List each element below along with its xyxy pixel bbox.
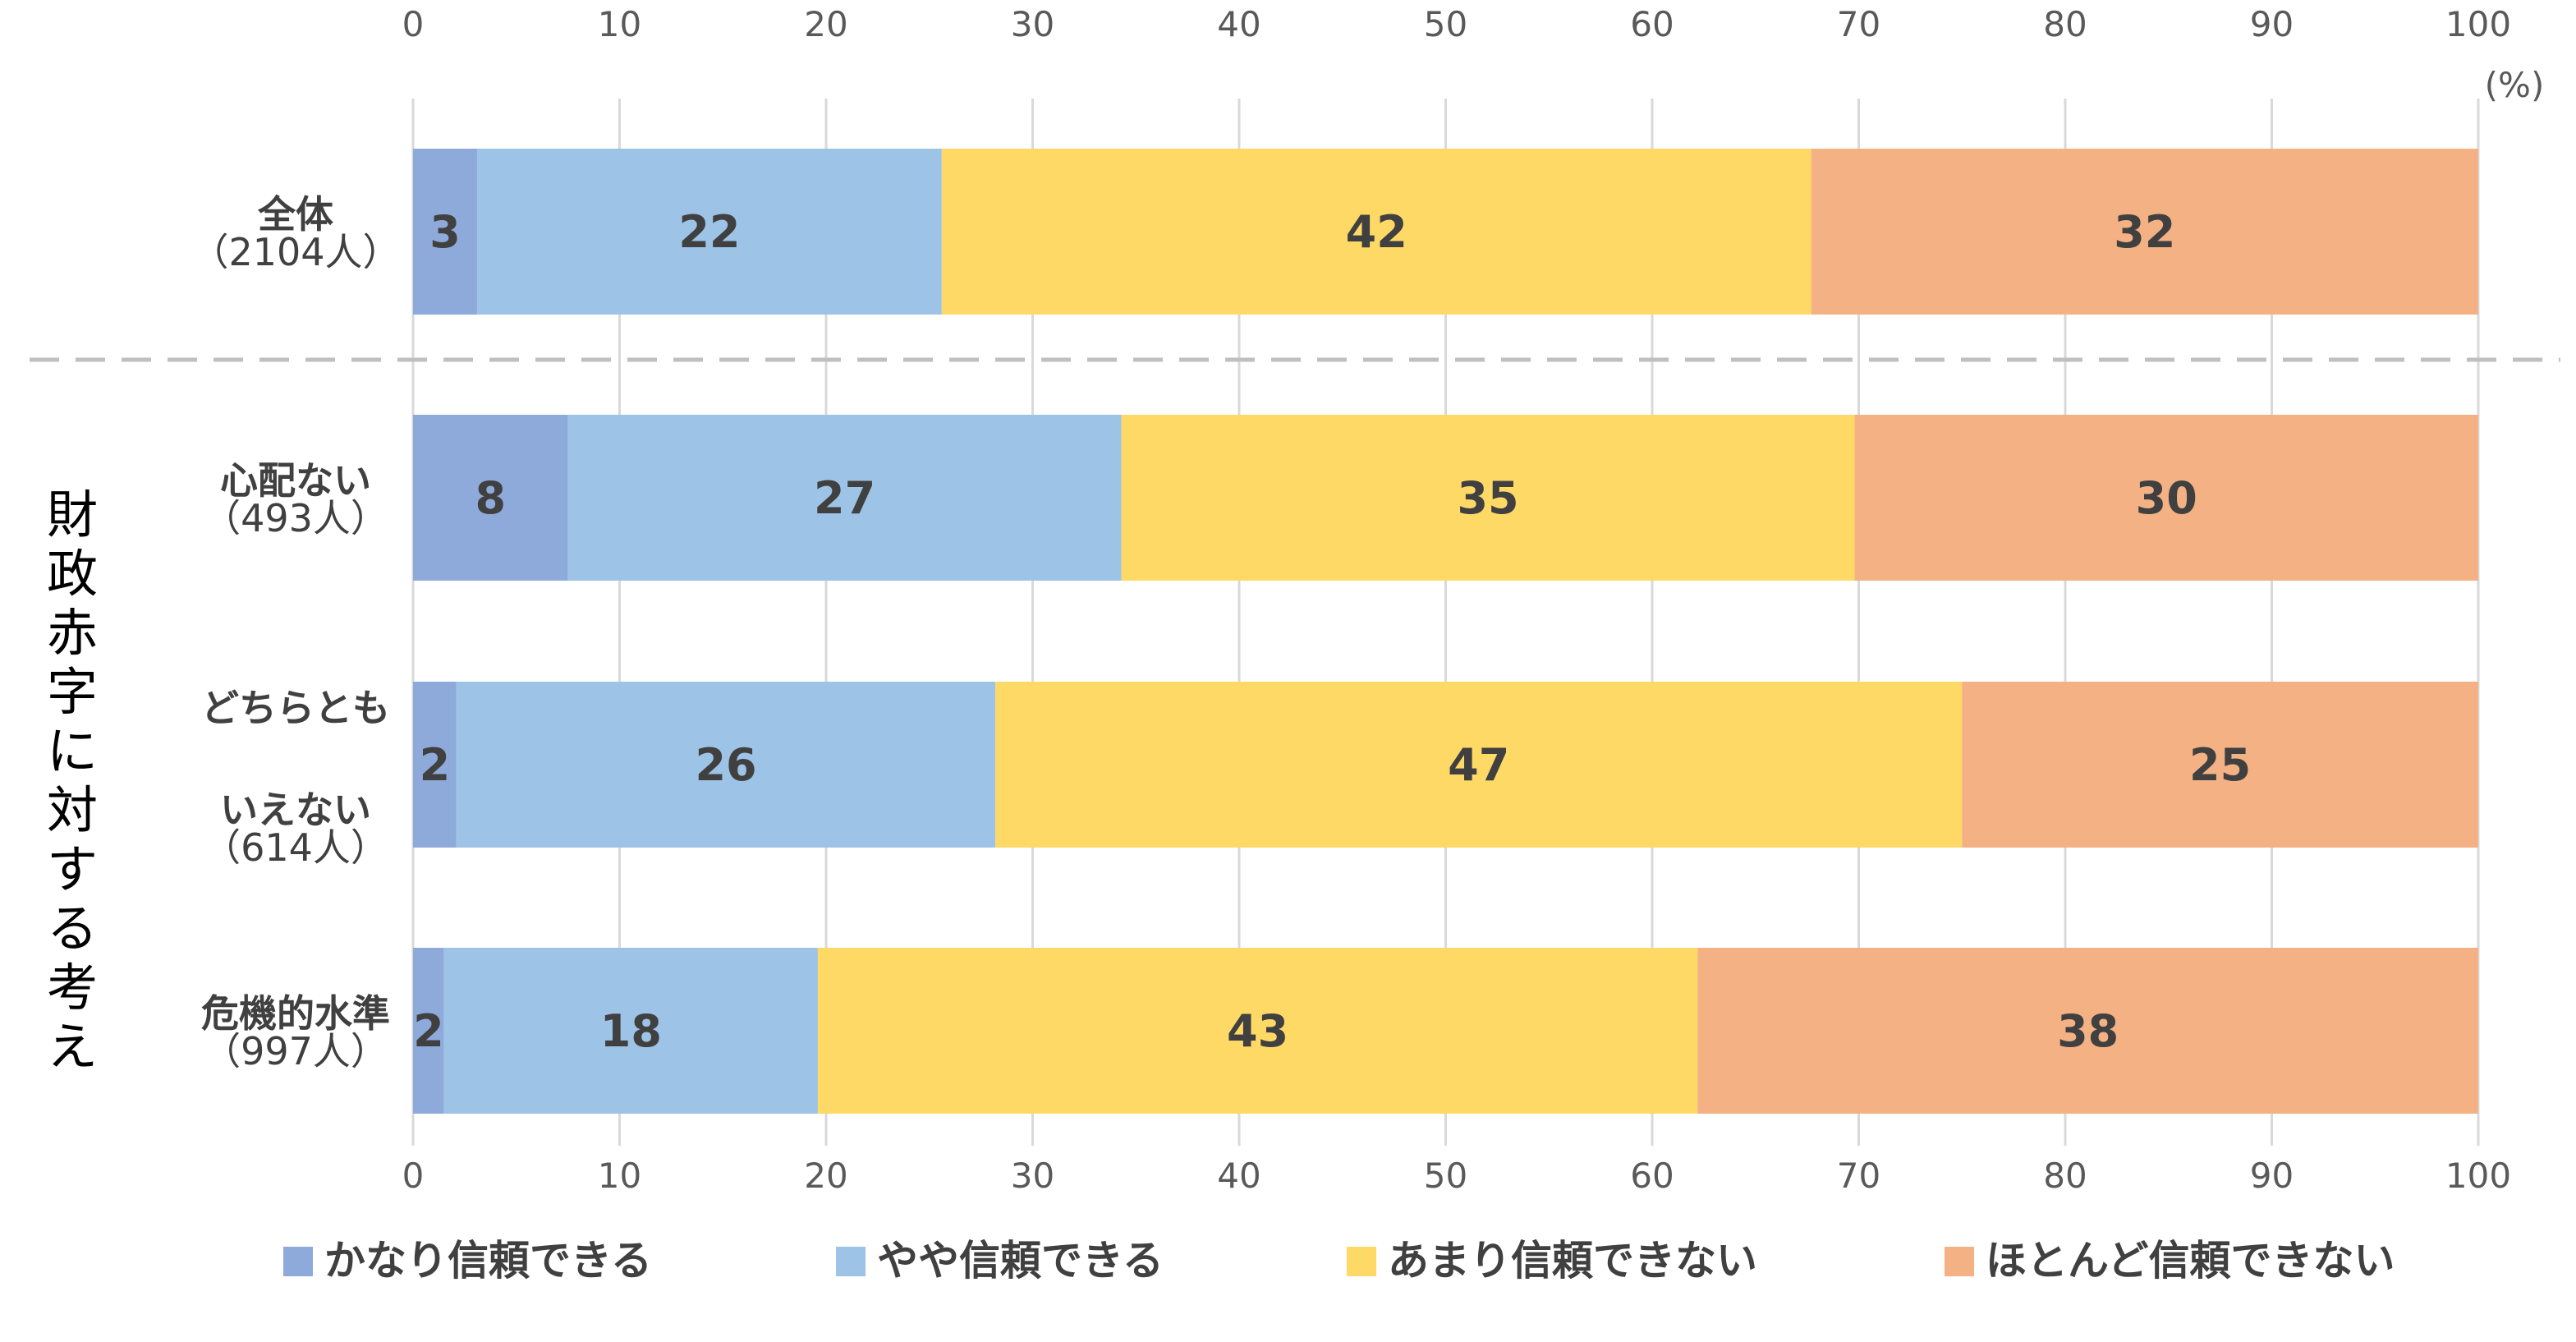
category-count: （2104人）	[191, 230, 400, 274]
legend: かなり信頼できる やや信頼できる あまり信頼できない ほとんど信頼できない	[283, 1237, 2395, 1285]
data-label: 2	[420, 739, 451, 791]
category-count: （614人）	[203, 825, 388, 870]
group-label-char: す	[47, 839, 98, 899]
legend-swatch	[1347, 1247, 1376, 1276]
data-label: 25	[2189, 739, 2251, 791]
bar-segment	[1962, 682, 2478, 848]
top-tick-label: 90	[2250, 4, 2294, 44]
bar-segment	[995, 682, 1963, 848]
legend-swatch	[1945, 1247, 1974, 1276]
top-tick-label: 20	[804, 4, 847, 44]
top-tick-label: 30	[1011, 4, 1054, 44]
bar-segment	[413, 149, 477, 315]
bar-segment	[567, 415, 1122, 581]
data-label: 2	[413, 1005, 444, 1057]
top-tick-label: 10	[598, 4, 641, 44]
group-label-char: え	[47, 1017, 98, 1077]
top-tick-label: 40	[1217, 4, 1260, 44]
bar-segment	[1121, 415, 1855, 581]
data-label: 18	[600, 1005, 662, 1057]
bottom-tick-label: 20	[804, 1156, 847, 1196]
bar-segment	[476, 149, 942, 315]
group-label-char: 赤	[47, 603, 98, 663]
data-label: 3	[429, 206, 461, 258]
legend-swatch	[836, 1247, 866, 1276]
bars: 3 22 42 32 8 27 35 30 2 26 47 25 2 18 43 38	[413, 149, 2478, 1114]
bar-segment	[817, 948, 1698, 1114]
bar-segment	[456, 682, 996, 848]
legend-swatch	[283, 1247, 313, 1276]
top-axis-ticks: 0 10 20 30 40 50 60 70 80 90 100	[402, 4, 2511, 44]
bar-segment	[413, 948, 444, 1114]
category-name: いえない	[220, 788, 371, 832]
bottom-tick-label: 40	[1217, 1156, 1260, 1196]
data-label: 35	[1457, 472, 1518, 524]
legend-label: ほとんど信頼できない	[1986, 1237, 2395, 1285]
category-name: 危機的水準	[201, 991, 390, 1036]
top-tick-label: 70	[1837, 4, 1880, 44]
bar-segment	[443, 948, 818, 1114]
bottom-axis-ticks: 0 10 20 30 40 50 60 70 80 90 100	[402, 1156, 2511, 1196]
bottom-tick-label: 10	[598, 1156, 641, 1196]
category-name: どちらとも	[201, 686, 390, 730]
bar-segment	[1811, 149, 2478, 315]
category-count: （997人）	[203, 1029, 388, 1073]
category-count: （493人）	[203, 496, 388, 540]
bottom-tick-label: 60	[1630, 1156, 1674, 1196]
category-name: 全体	[257, 192, 333, 237]
group-label-char: 対	[47, 780, 98, 840]
data-label: 43	[1227, 1005, 1288, 1057]
data-label: 26	[695, 739, 756, 791]
bar-segment	[413, 415, 568, 581]
top-tick-label: 80	[2043, 4, 2087, 44]
top-tick-label: 100	[2445, 4, 2511, 44]
group-label-char: 字	[47, 662, 98, 722]
data-label: 47	[1448, 739, 1509, 791]
data-label: 8	[475, 472, 507, 524]
bar-segment	[1697, 948, 2478, 1114]
bottom-tick-label: 0	[402, 1156, 425, 1196]
top-tick-label: 0	[402, 4, 425, 44]
group-label-char: 財	[47, 485, 98, 545]
group-label-char: 考	[47, 958, 98, 1018]
bottom-tick-label: 30	[1011, 1156, 1054, 1196]
bottom-tick-label: 70	[1837, 1156, 1880, 1196]
group-label-char: る	[47, 898, 98, 958]
legend-label: やや信頼できる	[877, 1237, 1164, 1285]
data-label: 38	[2057, 1005, 2119, 1057]
bar-segment	[1854, 415, 2478, 581]
bar-segment	[941, 149, 1811, 315]
legend-label: あまり信頼できない	[1388, 1237, 1757, 1285]
bar-segment	[413, 682, 457, 848]
group-label-char: 政	[47, 544, 98, 604]
legend-label: かなり信頼できる	[324, 1237, 652, 1285]
bottom-tick-label: 50	[1424, 1156, 1467, 1196]
unit-label: (%)	[2485, 65, 2545, 105]
top-tick-label: 60	[1630, 4, 1674, 44]
data-label: 42	[1346, 206, 1407, 258]
data-label: 32	[2114, 206, 2175, 258]
bottom-tick-label: 90	[2250, 1156, 2294, 1196]
group-label-char: に	[47, 721, 98, 781]
bottom-tick-label: 80	[2043, 1156, 2087, 1196]
top-tick-label: 50	[1424, 4, 1467, 44]
data-label: 22	[678, 206, 740, 258]
data-label: 27	[814, 472, 875, 524]
bottom-tick-label: 100	[2445, 1156, 2511, 1196]
data-label: 30	[2136, 472, 2197, 524]
category-name: 心配ない	[220, 458, 371, 503]
